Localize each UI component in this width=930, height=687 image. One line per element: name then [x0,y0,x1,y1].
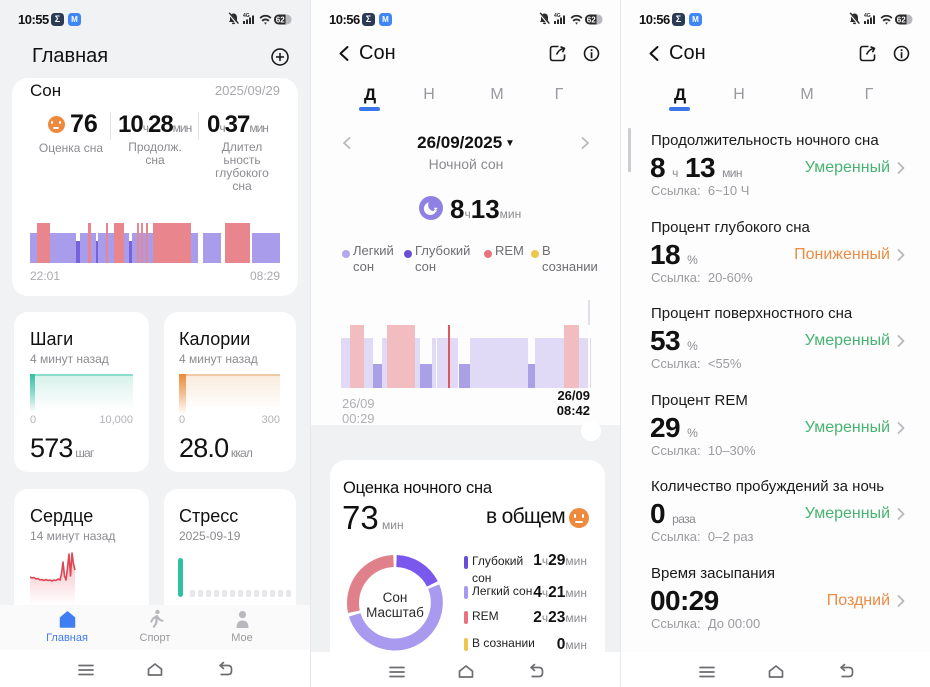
svg-text:4G: 4G [864,13,871,19]
svg-text:4G: 4G [243,13,250,19]
svg-text:4G: 4G [554,13,561,19]
svg-text:62: 62 [276,15,285,24]
svg-text:62: 62 [587,15,596,24]
svg-text:62: 62 [897,15,906,24]
